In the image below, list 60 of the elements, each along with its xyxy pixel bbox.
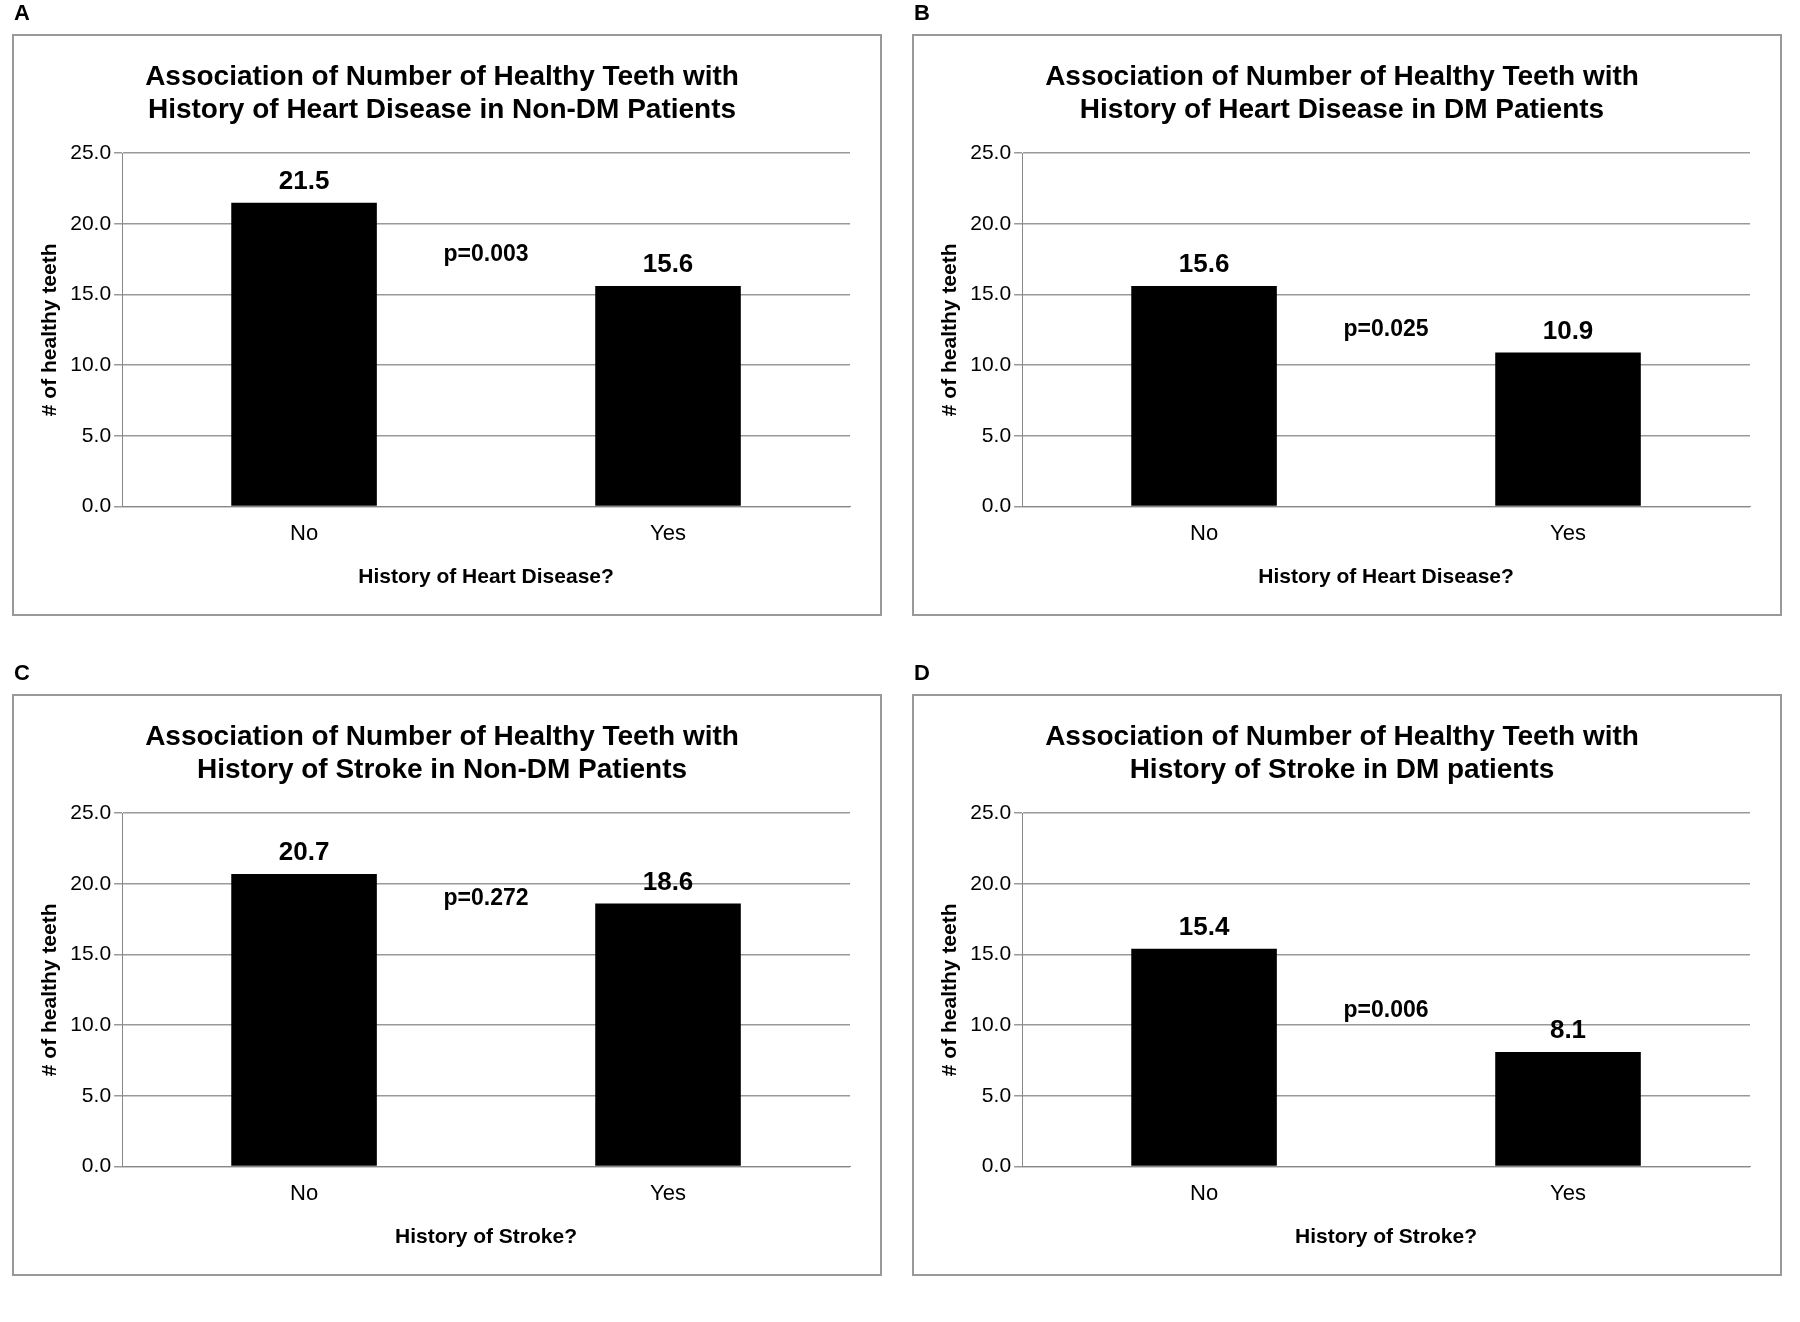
y-tick-label: 20.0 (970, 210, 1012, 234)
y-tick-label: 10.0 (70, 351, 112, 375)
x-tick-label: Yes (1550, 1179, 1586, 1205)
y-tick-label: 5.0 (981, 422, 1012, 446)
annotation: p=0.003 (443, 239, 529, 266)
y-axis-title: # of healthy teeth (37, 243, 61, 417)
annotation: p=0.025 (1343, 314, 1429, 341)
y-tick-label: 0.0 (81, 493, 112, 517)
annotation: p=0.272 (443, 884, 529, 911)
y-axis-title: # of healthy teeth (937, 243, 961, 417)
data-label: 18.6 (642, 865, 694, 896)
x-axis-title: History of Heart Disease? (1258, 564, 1514, 588)
data-label: 15.6 (642, 248, 694, 279)
x-axis-title: History of Stroke? (1295, 1224, 1478, 1248)
x-tick-label: No (289, 1179, 319, 1205)
y-tick-label: 15.0 (70, 941, 112, 965)
text: B (914, 0, 930, 26)
y-tick-label: 25.0 (70, 140, 112, 163)
y-tick-label: 15.0 (970, 941, 1012, 965)
y-tick-label: 10.0 (970, 1011, 1012, 1035)
x-tick-label: No (1189, 1179, 1219, 1205)
y-tick-label: 0.0 (981, 1153, 1012, 1177)
x-tick-label: No (289, 519, 319, 545)
chart-title: Association of Number of Healthy Teeth with History of Heart Disease in Non-DM Patients (145, 59, 739, 125)
data-label: 20.7 (278, 836, 330, 867)
y-tick-label: 25.0 (970, 140, 1012, 163)
x-tick-label: Yes (650, 519, 686, 545)
y-axis-title: # of healthy teeth (937, 903, 961, 1077)
data-label: 8.1 (1549, 1014, 1587, 1045)
y-axis-title: # of healthy teeth (37, 903, 61, 1077)
y-tick-label: 10.0 (970, 351, 1012, 375)
y-tick-label: 5.0 (981, 1082, 1012, 1106)
data-label: 21.5 (278, 164, 330, 195)
x-tick-label: No (1189, 519, 1219, 545)
y-tick-label: 25.0 (970, 800, 1012, 823)
text: A (14, 0, 30, 26)
data-label: 15.6 (1178, 248, 1230, 279)
x-tick-label: Yes (1550, 519, 1586, 545)
y-tick-label: 25.0 (70, 800, 112, 823)
y-tick-label: 20.0 (70, 870, 112, 894)
data-label: 15.4 (1178, 911, 1230, 941)
text: D (914, 660, 930, 686)
y-tick-label: 10.0 (70, 1011, 112, 1035)
x-axis-title: History of Heart Disease? (358, 564, 614, 588)
y-tick-label: 0.0 (81, 1153, 112, 1177)
y-tick-label: 15.0 (70, 281, 112, 305)
chart-title: Association of Number of Healthy Teeth with History of Stroke in Non-DM Patients (145, 719, 739, 785)
x-axis-title: History of Stroke? (395, 1224, 578, 1248)
y-tick-label: 5.0 (81, 1082, 112, 1106)
text: C (14, 660, 30, 686)
chart-title: Association of Number of Healthy Teeth with History of Heart Disease in DM Patients (1045, 59, 1639, 125)
y-tick-label: 15.0 (970, 281, 1012, 305)
y-tick-label: 0.0 (981, 493, 1012, 517)
y-tick-label: 5.0 (81, 422, 112, 446)
y-tick-label: 20.0 (70, 210, 112, 234)
y-tick-label: 20.0 (970, 870, 1012, 894)
chart-title: Association of Number of Healthy Teeth with History of Stroke in DM patients (1045, 719, 1639, 785)
x-tick-label: Yes (650, 1179, 686, 1205)
annotation: p=0.006 (1343, 995, 1429, 1022)
data-label: 10.9 (1542, 314, 1594, 345)
